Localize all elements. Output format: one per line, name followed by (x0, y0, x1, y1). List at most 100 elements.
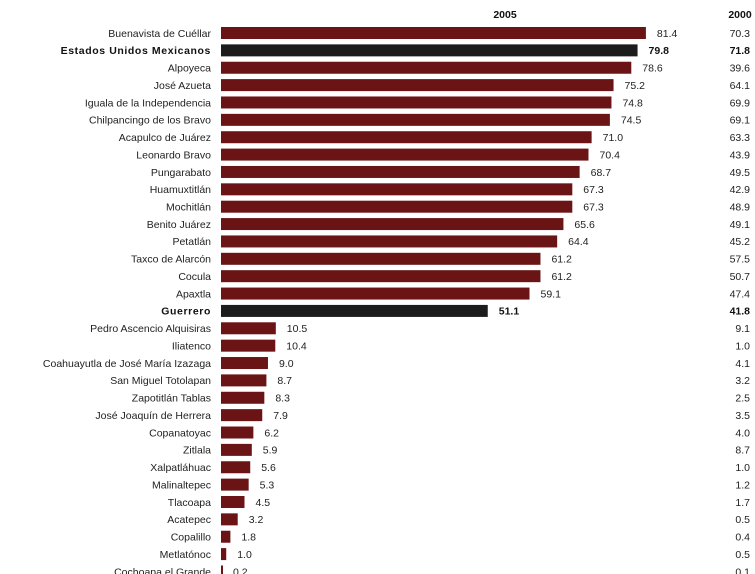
bar-2005 (221, 113, 610, 126)
bar-2005 (221, 200, 573, 213)
bar-2005 (221, 304, 488, 317)
category-label: Apaxtla (176, 288, 211, 300)
bar-2005 (221, 322, 276, 335)
category-label: Chilpancingo de los Bravo (89, 115, 211, 127)
category-label: Copalillo (171, 532, 211, 544)
value-label-2005: 5.6 (261, 462, 276, 474)
value-2000: 9.1 (735, 323, 750, 335)
value-label-2005: 61.2 (551, 271, 572, 283)
category-label: Benito Juárez (147, 219, 211, 231)
bar-2005 (221, 287, 530, 300)
value-2000: 57.5 (730, 254, 751, 266)
value-label-2005: 6.2 (264, 427, 279, 439)
value-2000: 49.1 (730, 219, 751, 231)
bar-2005 (221, 27, 646, 39)
bar-2005 (221, 339, 276, 352)
value-label-2005: 67.3 (583, 184, 604, 196)
category-label: Zapotitlán Tablas (132, 393, 211, 405)
category-label: Zitlala (183, 445, 211, 457)
bar-2005 (221, 374, 267, 387)
category-label: Mochitlán (166, 202, 211, 214)
category-label: Metlatónoc (160, 549, 211, 561)
value-label-2005: 5.9 (263, 445, 278, 457)
bar-2005 (221, 270, 541, 283)
value-2000: 50.7 (730, 271, 751, 283)
bar-2005 (221, 357, 268, 370)
value-2000: 1.2 (735, 479, 750, 491)
value-2000: 0.5 (735, 549, 750, 561)
category-label: Estados Unidos Mexicanos (61, 45, 211, 57)
value-label-2005: 51.1 (499, 306, 520, 318)
value-2000: 45.2 (730, 236, 751, 248)
bar-2005 (221, 61, 632, 74)
category-label: Leonardo Bravo (136, 149, 211, 161)
category-label: Tlacoapa (168, 497, 211, 509)
value-label-2005: 10.4 (286, 340, 307, 352)
value-label-2005: 79.8 (649, 45, 670, 57)
category-label: Acatepec (167, 514, 211, 526)
value-label-2005: 68.7 (591, 167, 612, 179)
value-2000: 43.9 (730, 149, 751, 161)
category-label: San Miguel Totolapan (110, 375, 211, 387)
value-2000: 41.8 (730, 306, 751, 318)
category-label: Guerrero (161, 306, 211, 318)
value-label-2005: 9.0 (279, 358, 294, 370)
chart-rows: Buenavista de Cuéllar 81.4 70.3 Estados Uni… (43, 27, 750, 574)
header-2000: 2000 (728, 9, 752, 21)
category-label: Acapulco de Juárez (119, 132, 211, 144)
value-2000: 71.8 (730, 45, 751, 57)
bar-2005 (221, 252, 541, 265)
value-2000: 47.4 (730, 288, 751, 300)
bar-2005 (221, 79, 614, 92)
value-2000: 48.9 (730, 202, 751, 214)
category-label: Xalpatláhuac (150, 462, 211, 474)
value-2000: 4.0 (735, 427, 750, 439)
bar-2005 (221, 426, 254, 439)
bar-2005 (221, 131, 592, 144)
value-2000: 8.7 (735, 445, 750, 457)
value-label-2005: 74.5 (621, 115, 642, 127)
bar-2005 (221, 183, 573, 196)
value-2000: 1.7 (735, 497, 750, 509)
bar-2005 (221, 548, 227, 561)
value-2000: 1.0 (735, 462, 750, 474)
value-2000: 63.3 (730, 132, 751, 144)
bar-2005 (221, 530, 231, 543)
value-label-2005: 3.2 (249, 514, 264, 526)
value-2000: 64.1 (730, 80, 751, 92)
value-label-2005: 65.6 (574, 219, 595, 231)
category-label: Pedro Ascencio Alquisiras (90, 323, 211, 335)
bar-2005 (221, 495, 245, 508)
category-label: Cocula (178, 271, 211, 283)
value-2000: 0.5 (735, 514, 750, 526)
bar-2005 (221, 461, 251, 474)
value-label-2005: 81.4 (657, 28, 678, 40)
value-label-2005: 75.2 (625, 80, 646, 92)
category-label: Copanatoyac (149, 427, 211, 439)
value-label-2005: 8.3 (275, 393, 290, 405)
value-label-2005: 1.0 (237, 549, 252, 561)
category-label: Petatlán (172, 236, 211, 248)
value-label-2005: 74.8 (622, 97, 643, 109)
bar-2005 (221, 513, 238, 526)
bar-2005 (221, 235, 558, 248)
category-label: Iliatenco (172, 340, 211, 352)
bar-2005 (221, 96, 612, 109)
value-label-2005: 1.8 (241, 532, 256, 544)
header-2005: 2005 (493, 9, 517, 21)
value-label-2005: 61.2 (551, 254, 572, 266)
value-label-2005: 5.3 (260, 479, 275, 491)
bar-2005 (221, 218, 564, 231)
category-label: Huamuxtitlán (150, 184, 211, 196)
bar-2005 (221, 148, 589, 161)
value-2000: 3.2 (735, 375, 750, 387)
value-label-2005: 64.4 (568, 236, 589, 248)
category-label: José Joaquín de Herrera (95, 410, 211, 422)
category-label: Alpoyeca (168, 63, 211, 75)
value-label-2005: 10.5 (287, 323, 308, 335)
value-label-2005: 7.9 (273, 410, 288, 422)
category-label: José Azueta (154, 80, 211, 92)
value-2000: 42.9 (730, 184, 751, 196)
category-label: Cochoapa el Grande (114, 566, 211, 574)
